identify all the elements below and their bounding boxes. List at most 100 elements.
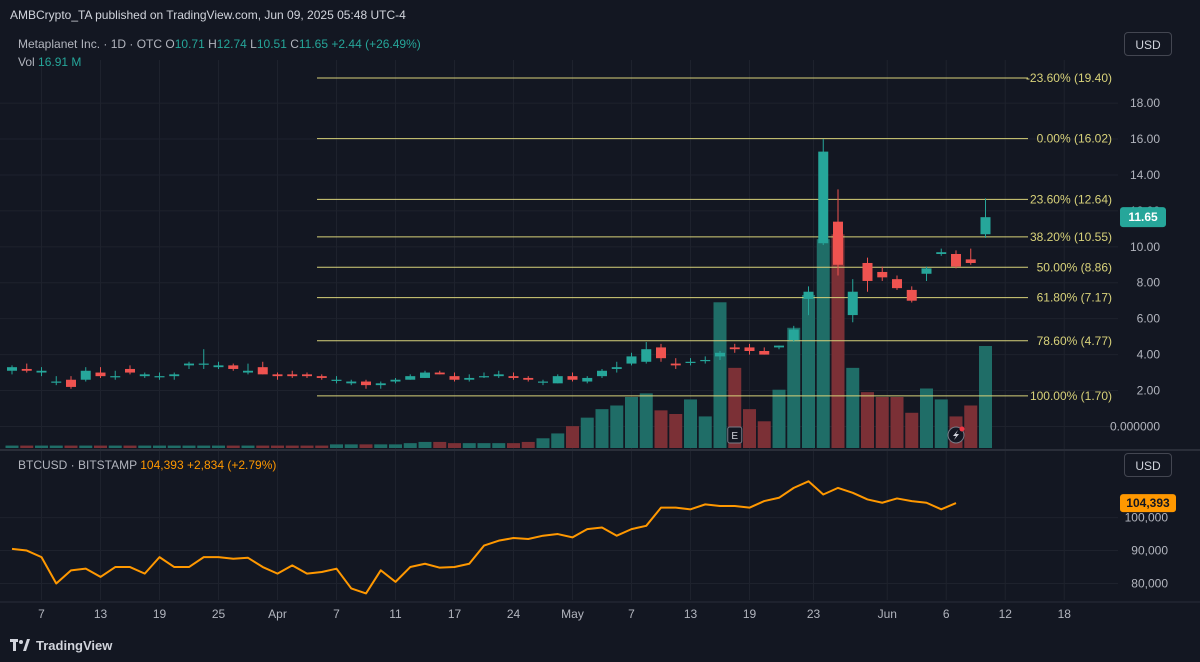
volume-bar	[787, 327, 801, 448]
price-tick-label: 10.00	[1130, 240, 1160, 254]
high-label: H	[208, 37, 217, 51]
volume-bar	[433, 441, 447, 448]
candle-body	[715, 352, 725, 357]
candle-body	[36, 370, 47, 373]
candle-body	[980, 217, 991, 235]
candle-body	[538, 381, 548, 383]
volume-bar	[477, 443, 491, 448]
volume-bar	[20, 445, 34, 448]
candle-body	[316, 376, 327, 378]
btc-price-label: 104,393	[1126, 496, 1170, 510]
price-tick-label: 4.00	[1137, 348, 1161, 362]
candle-body	[921, 268, 932, 274]
volume-bar	[979, 346, 992, 448]
open-value: 10.71	[174, 37, 205, 51]
candle-body	[626, 356, 637, 364]
fib-level-label: 100.00% (1.70)	[1030, 389, 1112, 403]
btc-symbol-label[interactable]: BTCUSD · BITSTAMP	[18, 458, 137, 472]
chart-area[interactable]: -23.60% (19.40) 0.00% (16.02) 23.60% (12.6…	[0, 28, 1200, 632]
candle-body	[759, 351, 770, 355]
time-tick-label: 24	[507, 607, 521, 621]
price-tick-label: 8.00	[1137, 276, 1161, 290]
top-pane-legend: Metaplanet Inc. · 1D · OTC O10.71 H12.74…	[18, 37, 421, 51]
tradingview-logo[interactable]: TradingView	[10, 638, 112, 653]
volume-bar	[167, 445, 181, 448]
candle-body	[184, 363, 194, 366]
volume-bar	[285, 445, 299, 448]
volume-bar	[964, 405, 978, 448]
price-tick-label: 2.00	[1137, 384, 1161, 398]
tradingview-logo-icon	[10, 638, 30, 651]
footer: TradingView	[0, 632, 1200, 662]
price-axis-top: 0.0000002.004.006.008.0010.0012.0014.001…	[1110, 96, 1166, 433]
fib-level-label: 78.60% (4.77)	[1037, 334, 1112, 348]
btc-tick-label: 80,000	[1131, 577, 1168, 591]
volume-bar	[595, 409, 609, 448]
candle-body	[272, 374, 283, 377]
volume-bar	[875, 397, 889, 448]
fib-level-label: 50.00% (8.86)	[1037, 260, 1112, 274]
candle-body	[833, 221, 843, 265]
volume-bar	[212, 445, 225, 448]
price-tick-label: 18.00	[1130, 96, 1160, 110]
candle-body	[243, 370, 253, 373]
volume-bar	[507, 443, 520, 448]
time-tick-label: 13	[94, 607, 108, 621]
volume-bar	[315, 445, 329, 448]
symbol-label[interactable]: Metaplanet Inc. · 1D · OTC	[18, 37, 163, 51]
volume-bar	[49, 445, 63, 448]
volume-bar	[138, 445, 152, 448]
publish-header: AMBCrypto_TA published on TradingView.co…	[0, 0, 1200, 28]
change-value: +2.44 (+26.49%)	[331, 37, 421, 51]
candle-body	[729, 347, 740, 350]
time-tick-label: 6	[943, 607, 950, 621]
time-tick-label: 7	[333, 607, 340, 621]
volume-bar	[492, 443, 506, 448]
time-tick-label: 7	[38, 607, 45, 621]
currency-button-top[interactable]: USD	[1124, 32, 1172, 56]
time-tick-label: May	[561, 607, 584, 621]
candle-body	[479, 376, 489, 378]
candle-body	[641, 349, 652, 362]
btc-tick-label: 90,000	[1131, 544, 1168, 558]
time-axis: 7 13 19 25 Apr 7 11 17 24 May 7 13 19 23 Jun 6 12 18	[0, 601, 1200, 621]
volume-bar	[772, 389, 786, 448]
volume-bar	[757, 421, 771, 448]
volume-bar	[300, 445, 314, 448]
volume-bar	[920, 388, 933, 448]
volume-bar	[226, 445, 240, 448]
price-tick-label: 16.00	[1130, 132, 1160, 146]
volume-bar	[241, 445, 255, 448]
earnings-marker-label: E	[731, 431, 738, 442]
candle-body	[611, 367, 622, 369]
volume-bar	[448, 443, 461, 448]
volume-bar	[743, 409, 756, 448]
currency-button-bottom[interactable]: USD	[1124, 453, 1172, 477]
candle-body	[597, 370, 607, 377]
btc-change: +2,834 (+2.79%)	[186, 458, 277, 472]
volume-bar	[905, 412, 919, 448]
btc-value: 104,393	[140, 458, 184, 472]
time-tick-label: 19	[153, 607, 167, 621]
candle-body	[774, 345, 784, 348]
candle-body	[331, 379, 342, 381]
volume-bar	[654, 410, 668, 448]
candle-body	[405, 376, 416, 380]
price-tick-label: 0.000000	[1110, 419, 1160, 433]
candle-body	[965, 259, 976, 263]
candle-body	[169, 374, 180, 377]
volume-bar	[639, 393, 653, 448]
time-tick-label: 12	[999, 607, 1013, 621]
price-tick-label: 14.00	[1130, 168, 1160, 182]
candle-body	[361, 381, 371, 386]
time-tick-label: Apr	[268, 607, 287, 621]
volume-bar	[197, 445, 211, 448]
low-value: 10.51	[256, 37, 287, 51]
volume-legend: Vol 16.91 M	[18, 55, 81, 69]
candle-body	[464, 377, 475, 380]
candle-body	[862, 262, 873, 281]
btc-tick-label: 100,000	[1125, 511, 1169, 525]
volume-bar	[5, 445, 19, 448]
candle-body	[656, 347, 666, 359]
time-tick-label: 11	[389, 607, 402, 621]
